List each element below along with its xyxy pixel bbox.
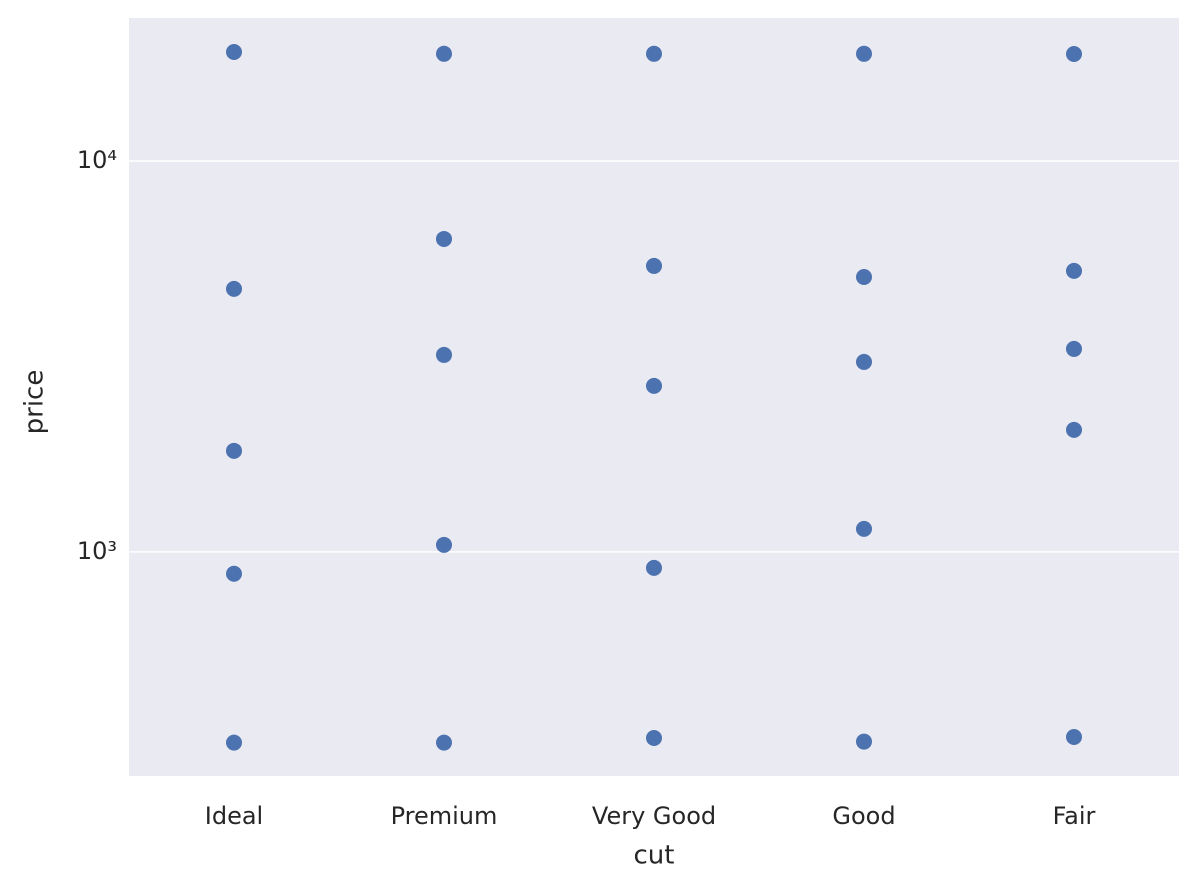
point [856, 353, 872, 370]
point [1066, 45, 1082, 62]
point [646, 45, 662, 62]
plot-area [129, 18, 1179, 776]
point [226, 734, 242, 751]
x-axis-label: cut [634, 841, 675, 871]
x-tick-label: Premium [391, 802, 498, 830]
x-tick-label: Very Good [592, 802, 716, 830]
point [226, 44, 242, 61]
point [226, 280, 242, 297]
point [436, 230, 452, 247]
point [1066, 421, 1082, 438]
x-tick-label: Ideal [205, 802, 263, 830]
point [856, 733, 872, 750]
point [226, 442, 242, 459]
point [646, 377, 662, 394]
x-tick-label: Fair [1053, 802, 1096, 830]
point [856, 268, 872, 285]
point [436, 346, 452, 363]
point [436, 45, 452, 62]
x-tick-label: Good [832, 802, 895, 830]
point [436, 734, 452, 751]
point [1066, 728, 1082, 745]
y-tick-label: 10³ [77, 537, 117, 565]
point [856, 520, 872, 537]
y-tick-label: 10⁴ [77, 146, 117, 174]
point [226, 565, 242, 582]
point [856, 45, 872, 62]
point [1066, 340, 1082, 357]
point [646, 559, 662, 576]
point [1066, 262, 1082, 279]
point [646, 257, 662, 274]
point [436, 536, 452, 553]
point [646, 729, 662, 746]
y-axis-label: price [20, 370, 50, 435]
